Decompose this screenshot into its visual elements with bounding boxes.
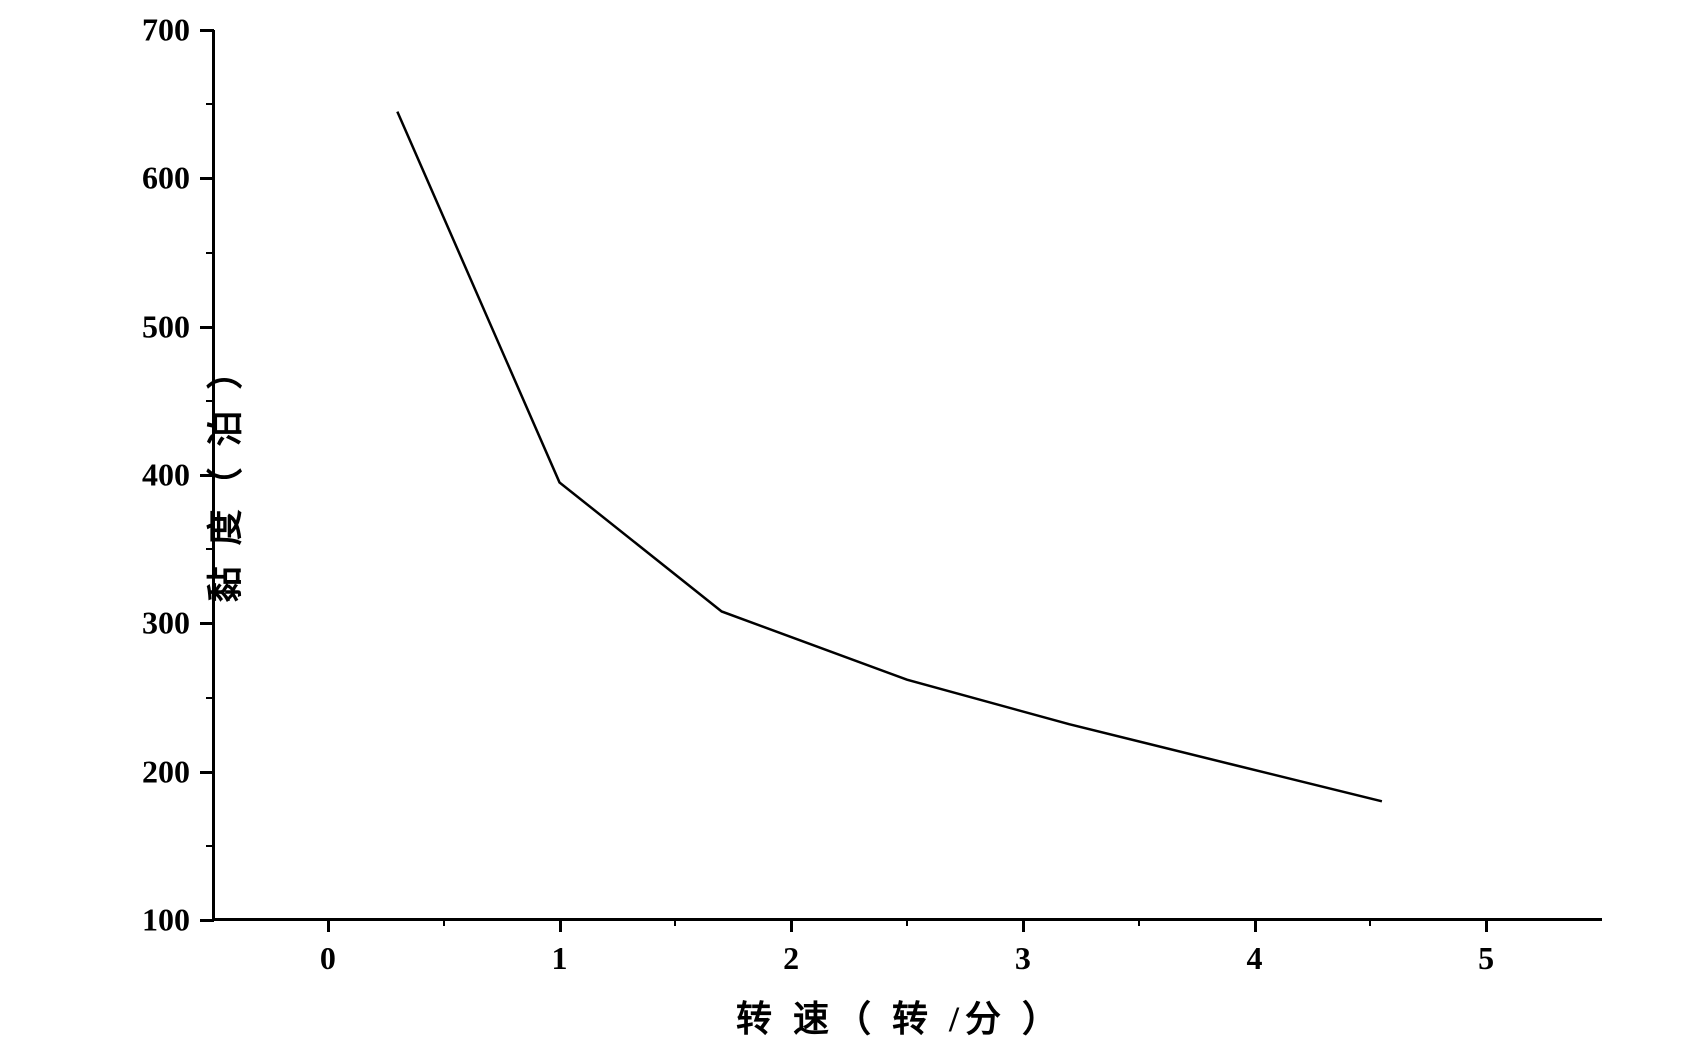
x-tick-label: 3 (1015, 940, 1031, 977)
chart-container: 100200300400500600700 012345 黏 度（ 泊 ） 转 … (80, 10, 1680, 1030)
y-tick-label: 100 (142, 902, 190, 939)
x-tick-label: 2 (783, 940, 799, 977)
y-tick-label: 500 (142, 308, 190, 345)
x-tick-major (327, 918, 330, 932)
x-tick-major (790, 918, 793, 932)
x-tick-label: 1 (552, 940, 568, 977)
y-axis-label: 黏 度（ 泊 ） (197, 347, 249, 602)
y-tick-label: 300 (142, 605, 190, 642)
y-tick-label: 700 (142, 12, 190, 49)
y-tick-label: 600 (142, 160, 190, 197)
x-tick-major (1022, 918, 1025, 932)
viscosity-curve (397, 112, 1382, 802)
x-tick-label: 4 (1247, 940, 1263, 977)
line-chart-svg (212, 30, 1602, 920)
x-tick-label: 0 (320, 940, 336, 977)
x-tick-major (559, 918, 562, 932)
x-tick-major (1485, 918, 1488, 932)
x-tick-major (1254, 918, 1257, 932)
y-tick-label: 400 (142, 457, 190, 494)
y-tick-label: 200 (142, 753, 190, 790)
x-axis-label: 转 速（ 转 /分 ） (736, 990, 1064, 1042)
x-tick-label: 5 (1478, 940, 1494, 977)
